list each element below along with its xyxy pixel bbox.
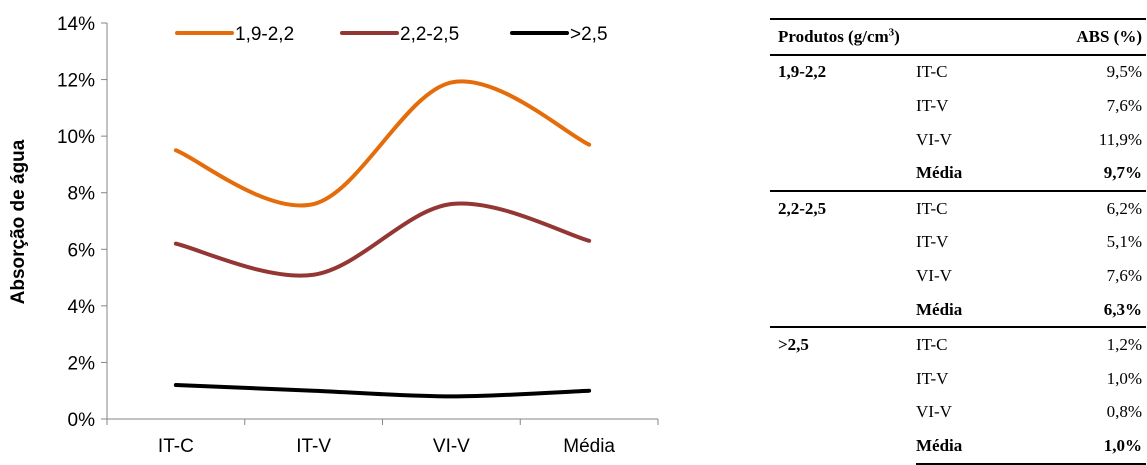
product-label: VI-V (916, 129, 952, 149)
abs-value: 1,2% (1106, 335, 1142, 355)
group-label (770, 396, 916, 430)
product-label: IT-V (916, 368, 949, 388)
table-row: >2,5 IT-C 1,2% (770, 327, 1146, 362)
abs-value: 6,2% (1106, 198, 1142, 218)
y-tick-label: 0% (68, 410, 96, 431)
header-superscript: 3 (888, 26, 895, 39)
abs-value: 9,5% (1106, 62, 1142, 82)
table-row: 2,2-2,5 IT-C 6,2% (770, 191, 1146, 226)
table-row: IT-V 5,1% (770, 226, 1146, 260)
table-row: VI-V 7,6% (770, 259, 1146, 293)
x-tick-label: Média (563, 436, 615, 455)
absorption-table: Produtos (g/cm3) ABS (%) 1,9-2,2 IT-C 9,5%… (770, 18, 1146, 465)
y-tick-label: 12% (57, 71, 95, 92)
table-row: Média 1,0% (770, 429, 1146, 465)
x-tick-label: VI-V (433, 436, 470, 455)
series-lines (173, 79, 592, 399)
table-body: 1,9-2,2 IT-C 9,5% IT-V 7,6% VI-V 11,9% Média 9,7… (770, 55, 1146, 465)
y-axis-title: Absorção de água (8, 139, 29, 304)
legend-label-3: >2,5 (570, 24, 608, 45)
product-label: IT-V (916, 95, 949, 115)
product-label: Média (916, 429, 1066, 465)
abs-value: 11,9% (1098, 129, 1142, 149)
abs-value: 7,6% (1106, 265, 1142, 285)
header-abs: ABS (%) (1066, 18, 1146, 56)
group-label (770, 123, 916, 157)
product-label: IT-V (916, 232, 949, 252)
product-label: VI-V (916, 265, 952, 285)
x-tick-label: IT-C (158, 436, 194, 455)
water-absorption-line-chart: Absorção de água 0% 2% 4% 6% 8% 10% 12% 14% IT-… (8, 14, 659, 455)
group-label (770, 429, 916, 464)
header-produtos-text: Produtos (g/cm (778, 26, 889, 46)
group-label (770, 292, 916, 329)
abs-value: 1,0% (1066, 429, 1146, 465)
series-line-2 (173, 201, 592, 278)
table-row: IT-V 7,6% (770, 89, 1146, 123)
group-label (770, 89, 916, 123)
y-tick-label: 2% (68, 353, 96, 374)
legend: 1,9-2,2 2,2-2,5 >2,5 (175, 24, 608, 45)
product-label: IT-C (916, 335, 948, 355)
group-label: 1,9-2,2 (778, 62, 827, 82)
legend-label-2: 2,2-2,5 (400, 24, 459, 45)
header-close-paren: ) (894, 26, 900, 46)
group-label: 2,2-2,5 (778, 198, 827, 218)
group-label (770, 259, 916, 293)
product-label: IT-C (916, 62, 948, 82)
abs-value: 7,6% (1106, 95, 1142, 115)
group-label (770, 226, 916, 260)
product-label: VI-V (916, 402, 952, 422)
table-row: VI-V 0,8% (770, 396, 1146, 430)
table-row: Média 9,7% (770, 156, 1146, 192)
table-row: IT-V 1,0% (770, 362, 1146, 396)
product-label: Média (916, 156, 1066, 192)
y-tick-label: 4% (68, 297, 96, 318)
table-row: 1,9-2,2 IT-C 9,5% (770, 55, 1146, 90)
legend-label-1: 1,9-2,2 (235, 24, 294, 45)
group-label (770, 156, 916, 192)
series-line-1 (173, 79, 592, 208)
y-tick-label: 10% (57, 127, 95, 148)
y-tick-label: 6% (68, 240, 96, 261)
y-tick-label: 14% (57, 14, 95, 35)
product-label: IT-C (916, 198, 948, 218)
x-axis: IT-C IT-V VI-V Média (106, 418, 659, 455)
table-row: Média 6,3% (770, 292, 1146, 329)
abs-value: 6,3% (1066, 292, 1146, 329)
abs-value: 9,7% (1066, 156, 1146, 192)
table-row: VI-V 11,9% (770, 123, 1146, 157)
x-tick-label: IT-V (296, 436, 331, 455)
series-line-3 (173, 383, 592, 399)
group-label: >2,5 (778, 335, 809, 355)
header-produtos: Produtos (g/cm3) (770, 18, 1066, 56)
y-tick-label: 8% (68, 184, 96, 205)
y-axis: 0% 2% 4% 6% 8% 10% 12% 14% (57, 14, 108, 431)
abs-value: 0,8% (1106, 402, 1142, 422)
group-label (770, 362, 916, 396)
abs-value: 5,1% (1106, 232, 1142, 252)
abs-value: 1,0% (1106, 368, 1142, 388)
product-label: Média (916, 292, 1066, 329)
